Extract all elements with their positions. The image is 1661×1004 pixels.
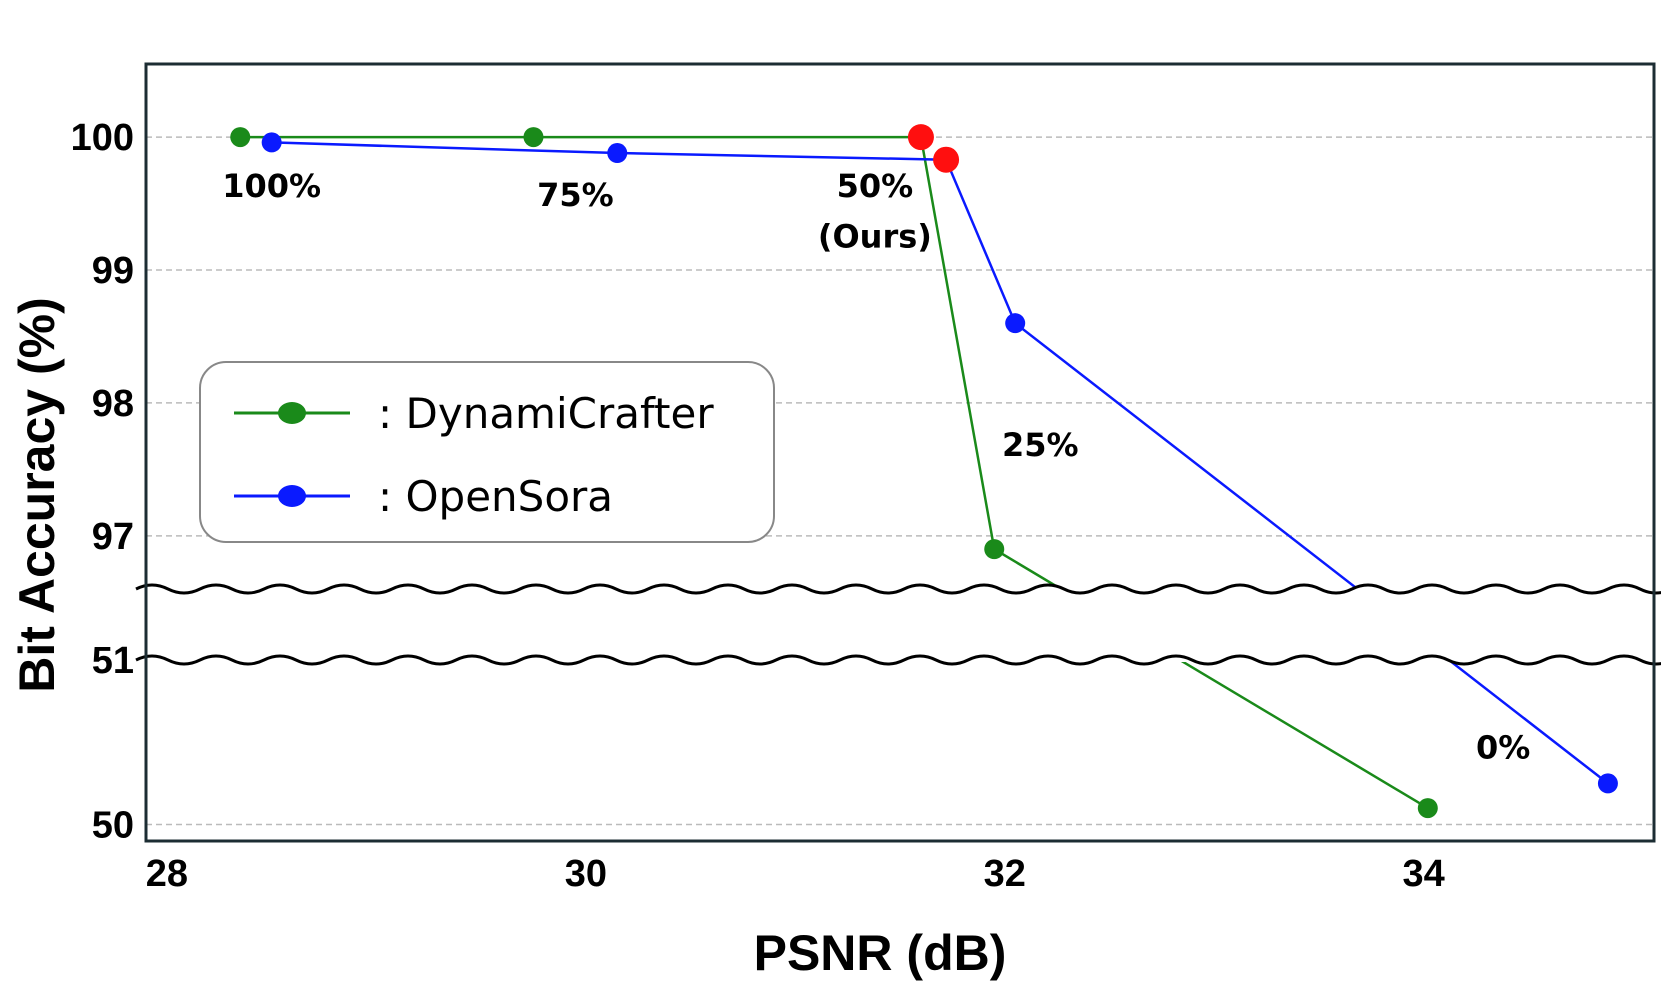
x-axis-title: PSNR (dB)	[754, 925, 1007, 981]
y-tick-label-50: 50	[92, 805, 134, 847]
series-markers	[230, 124, 1618, 819]
point-dynamicrafter-1	[523, 127, 544, 148]
axis-break-upper-edge	[135, 583, 1661, 595]
legend-marker-opensora	[278, 485, 306, 507]
point-dynamicrafter-4	[1417, 798, 1438, 819]
axis-break-band	[134, 587, 1661, 662]
y-tick-label-98: 98	[92, 383, 134, 425]
annotation-5: 0%	[1476, 729, 1530, 767]
tick-labels: 97 98 99 100 50 51 28 30 32 34	[71, 117, 1445, 895]
legend-label-dynamicrafter: : DynamiCrafter	[378, 389, 714, 438]
annotation-4: 25%	[1002, 426, 1079, 464]
point-dynamicrafter-3	[984, 539, 1005, 560]
x-tick-label-30: 30	[565, 853, 607, 895]
axis-break-lower-edge	[135, 654, 1661, 666]
y-tick-label-100: 100	[71, 117, 134, 159]
point-opensora-3	[1005, 313, 1026, 334]
annotation-3: (Ours)	[818, 217, 932, 255]
point-dynamicrafter-0	[230, 127, 251, 148]
x-tick-label-34: 34	[1402, 853, 1444, 895]
x-tick-label-32: 32	[984, 853, 1026, 895]
axis-break	[134, 583, 1661, 666]
annotations: 100% 75% 50% (Ours) 25% 0%	[222, 167, 1530, 767]
annotation-1: 75%	[537, 176, 614, 214]
y-axis-title: Bit Accuracy (%)	[9, 297, 65, 692]
point-dynamicrafter-2	[907, 124, 934, 151]
y-tick-label-99: 99	[92, 250, 134, 292]
legend-label-opensora: : OpenSora	[378, 472, 613, 521]
point-opensora-4	[1597, 773, 1618, 794]
point-opensora-2	[933, 146, 960, 173]
annotation-2: 50%	[837, 167, 914, 205]
y-tick-label-97: 97	[92, 516, 134, 558]
annotation-0: 100%	[222, 167, 321, 205]
legend: : DynamiCrafter : OpenSora	[199, 361, 775, 543]
x-tick-label-28: 28	[146, 853, 188, 895]
y-tick-label-51: 51	[92, 640, 134, 682]
legend-marker-dynamicrafter	[278, 402, 306, 424]
point-opensora-1	[607, 143, 628, 164]
plot-frame	[144, 62, 1656, 843]
point-opensora-0	[261, 132, 282, 153]
